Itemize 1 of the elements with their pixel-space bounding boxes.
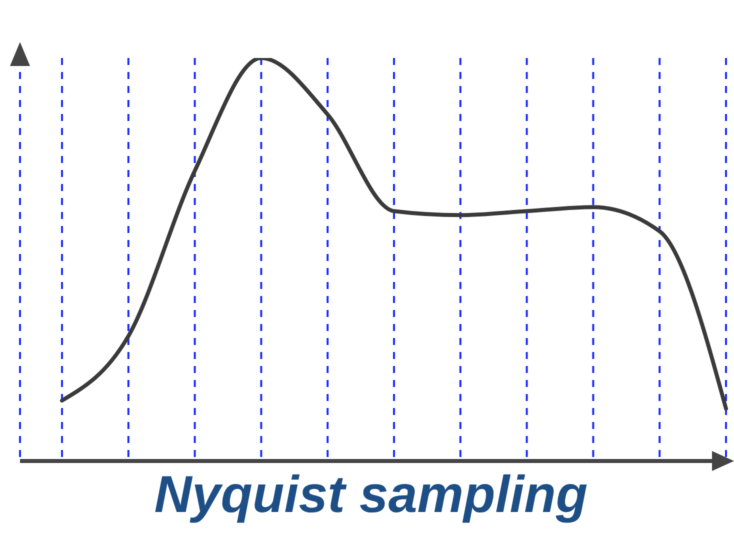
text: Nyquist sampling	[153, 465, 589, 525]
